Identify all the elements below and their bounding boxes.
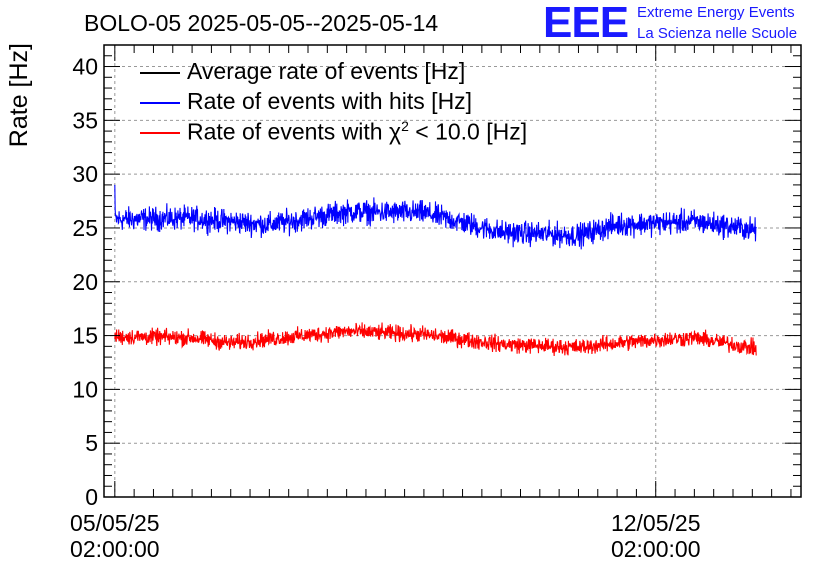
y-tick-label: 10 [72, 376, 98, 402]
legend-chi2-suffix: < 10.0 [Hz] [408, 118, 528, 145]
eee-logo-mark: EEE [543, 0, 629, 47]
series-line-1 [114, 184, 757, 250]
legend-swatch-chi2 [140, 132, 180, 134]
logo-text-line1: Extreme Energy Events [637, 4, 795, 21]
legend-chi2-prefix: Rate of events with χ [187, 118, 402, 145]
y-tick-label: 20 [72, 269, 98, 295]
y-tick-label: 0 [85, 484, 98, 510]
x-tick-label-time: 02:00:00 [611, 536, 701, 562]
x-tick-label-date: 12/05/25 [611, 510, 701, 536]
y-tick-label: 30 [72, 161, 98, 187]
legend-label-hits: Rate of events with hits [Hz] [187, 88, 473, 114]
legend-swatch-average [140, 72, 180, 74]
y-tick-label: 25 [72, 215, 98, 241]
series-line-2 [114, 322, 757, 356]
chart-title: BOLO-05 2025-05-05--2025-05-14 [84, 10, 439, 36]
legend-label-average: Average rate of events [Hz] [187, 58, 466, 84]
x-tick-label-time: 02:00:00 [70, 536, 160, 562]
y-tick-label: 35 [72, 107, 98, 133]
legend-swatch-hits [140, 102, 180, 104]
y-tick-label: 40 [72, 54, 98, 80]
y-tick-label: 15 [72, 323, 98, 349]
logo-text-line2: La Scienza nelle Scuole [637, 25, 798, 42]
y-tick-label: 5 [85, 430, 98, 456]
legend-chi2-sup: 2 [401, 118, 409, 134]
y-axis-label: Rate [Hz] [5, 43, 33, 147]
x-tick-label-date: 05/05/25 [70, 510, 160, 536]
legend-label-chi2: Rate of events with χ2 < 10.0 [Hz] [187, 118, 527, 146]
